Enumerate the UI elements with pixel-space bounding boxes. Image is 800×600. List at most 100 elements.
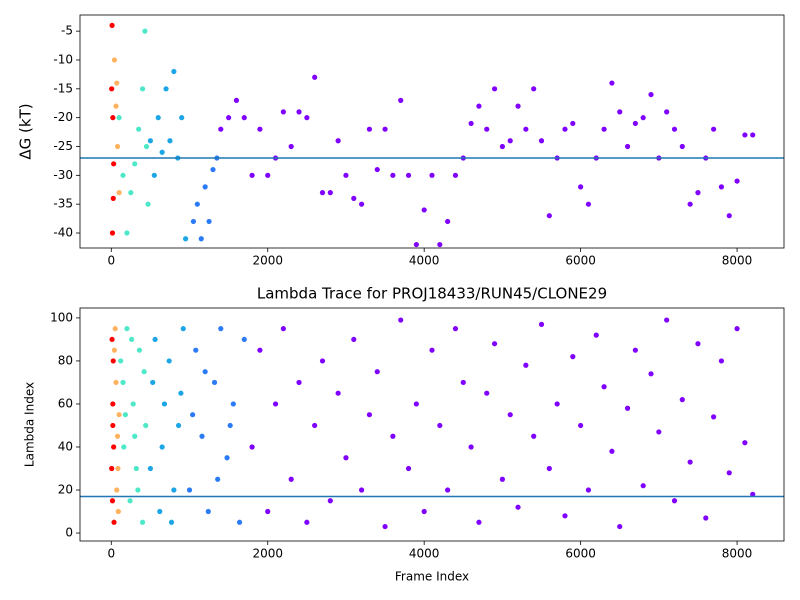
point (335, 390, 341, 396)
point (398, 97, 404, 103)
point (143, 422, 149, 429)
point (671, 126, 678, 132)
point (491, 86, 498, 92)
point (110, 358, 116, 364)
point (167, 138, 173, 144)
point (351, 195, 357, 202)
point (413, 241, 419, 248)
point (319, 358, 326, 364)
point (507, 138, 513, 144)
point (110, 115, 116, 121)
point (429, 347, 435, 353)
x-tick-label: 4000 (409, 254, 440, 268)
point (230, 401, 236, 407)
point (280, 326, 286, 332)
point (110, 422, 116, 429)
point (366, 412, 373, 418)
point (147, 138, 153, 144)
point (304, 519, 310, 525)
point (593, 332, 599, 338)
point (695, 190, 701, 196)
point (114, 143, 121, 150)
point (624, 143, 631, 150)
point (484, 390, 490, 396)
point (215, 476, 221, 482)
point (241, 336, 247, 343)
y-tick-label: 100 (50, 310, 73, 324)
point (147, 465, 153, 472)
point (421, 207, 427, 213)
point (110, 195, 116, 202)
point (155, 115, 161, 121)
point (280, 109, 286, 115)
point (515, 504, 521, 510)
point (205, 508, 211, 515)
point (484, 126, 490, 132)
point (546, 213, 552, 219)
point (135, 487, 141, 493)
x-tick-label: 2000 (252, 547, 283, 561)
point (578, 422, 584, 429)
point (113, 379, 119, 386)
point (296, 379, 302, 386)
point (288, 476, 294, 482)
point (218, 126, 224, 132)
point (445, 218, 451, 225)
point (114, 80, 120, 86)
point (265, 172, 271, 178)
point (183, 236, 189, 242)
point (114, 433, 121, 439)
point (171, 487, 177, 493)
point (562, 126, 568, 132)
point (304, 115, 310, 121)
point (159, 444, 165, 450)
point (499, 143, 505, 150)
point (161, 401, 168, 407)
y-tick-label: -15 (53, 81, 73, 95)
x-axis-label: Frame Index (395, 570, 469, 584)
point (624, 405, 631, 411)
point (130, 401, 136, 407)
point (151, 172, 157, 178)
point (175, 422, 182, 429)
point (398, 317, 404, 323)
point (109, 336, 115, 343)
x-tick-label: 8000 (722, 547, 753, 561)
point (382, 126, 388, 132)
x-tick-label: 2000 (252, 254, 283, 268)
point (241, 115, 247, 121)
point (648, 371, 654, 377)
point (664, 317, 670, 323)
point (193, 347, 199, 353)
point (186, 487, 193, 493)
x-tick-label: 0 (107, 547, 115, 561)
point (460, 379, 466, 386)
point (116, 190, 122, 196)
point (132, 433, 138, 439)
point (531, 86, 537, 92)
point (111, 519, 117, 525)
x-tick-label: 8000 (722, 254, 753, 268)
point (257, 347, 263, 353)
point (115, 465, 121, 472)
point (351, 336, 357, 343)
point (150, 379, 156, 386)
point (538, 138, 545, 144)
point (272, 401, 279, 407)
point (109, 86, 115, 92)
point (452, 326, 459, 332)
point (116, 412, 122, 418)
point (374, 166, 380, 173)
point (359, 201, 365, 207)
point (265, 508, 271, 515)
point (726, 213, 732, 219)
point (695, 341, 701, 347)
point (312, 74, 318, 80)
point (236, 519, 243, 525)
x-tick-label: 6000 (565, 547, 596, 561)
point (202, 369, 208, 375)
point (437, 422, 443, 429)
point (601, 384, 607, 390)
point (111, 444, 117, 450)
point (136, 126, 142, 132)
